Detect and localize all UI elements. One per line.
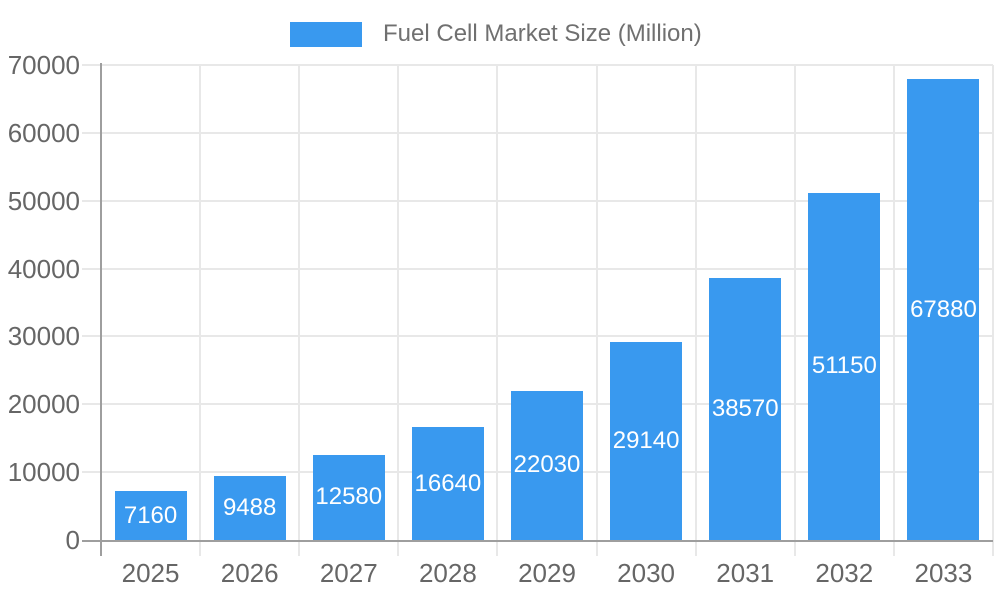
gridline-vertical [694, 65, 697, 556]
gridline-horizontal [82, 335, 993, 338]
x-axis-tick-label: 2031 [716, 558, 775, 588]
y-axis-tick-label: 50000 [7, 185, 80, 216]
x-axis-tick-label: 2029 [518, 558, 576, 588]
bar-value-label: 7160 [123, 501, 178, 529]
gridline-horizontal [82, 131, 993, 134]
bar-value-label: 16640 [414, 469, 482, 497]
x-axis-tick-label: 2026 [220, 558, 279, 588]
x-axis-tick-label: 2032 [815, 558, 874, 588]
bar-value-label: 67880 [910, 295, 977, 323]
y-axis-tick-label: 70000 [7, 50, 80, 80]
bar-2028[interactable]: 16640 [411, 427, 484, 540]
gridline-vertical [992, 65, 994, 556]
y-axis-line [100, 63, 102, 556]
gridline-vertical [595, 65, 598, 556]
y-axis-tick-label: 40000 [7, 253, 80, 284]
gridline-vertical [397, 65, 400, 556]
bar-value-label: 12580 [315, 483, 383, 511]
gridline-vertical [298, 65, 301, 556]
gridline-vertical [793, 65, 796, 556]
bar-2031[interactable]: 38570 [709, 278, 782, 540]
gridline-vertical [199, 65, 202, 556]
x-axis-line [82, 540, 993, 542]
gridline-horizontal [82, 64, 993, 66]
y-axis-tick-label: 0 [65, 525, 80, 555]
bar-2025[interactable]: 7160 [114, 491, 187, 540]
gridline-horizontal [82, 267, 993, 270]
bar-value-label: 29140 [612, 427, 680, 455]
bar-value-label: 22030 [513, 451, 581, 479]
gridline-vertical [496, 65, 499, 556]
bar-value-label: 9488 [222, 493, 277, 521]
legend-label: Fuel Cell Market Size (Million) [383, 20, 702, 47]
legend[interactable]: Fuel Cell Market Size (Million) [290, 21, 702, 47]
y-axis-tick-label: 30000 [7, 321, 80, 352]
y-axis-tick-label: 60000 [7, 117, 80, 148]
x-axis-tick-label: 2028 [418, 558, 477, 588]
x-axis-tick-label: 2027 [319, 558, 378, 588]
bar-value-label: 38570 [711, 395, 779, 423]
gridline-vertical [892, 65, 895, 556]
x-axis-tick-label: 2025 [121, 558, 180, 588]
bar-value-label: 51150 [811, 352, 877, 380]
bar-2026[interactable]: 9488 [213, 475, 286, 540]
bar-2027[interactable]: 12580 [312, 454, 385, 540]
y-axis-tick-label: 10000 [7, 457, 80, 488]
legend-swatch[interactable] [290, 22, 362, 47]
x-axis-tick-label: 2033 [914, 558, 973, 588]
y-axis-tick-label: 20000 [7, 389, 80, 420]
bar-2030[interactable]: 29140 [610, 342, 683, 540]
gridline-horizontal [82, 199, 993, 202]
x-axis-tick-label: 2030 [617, 558, 676, 588]
bar-2029[interactable]: 22030 [511, 390, 583, 540]
bar-2033[interactable]: 67880 [907, 79, 980, 540]
bar-2032[interactable]: 51150 [808, 192, 881, 540]
